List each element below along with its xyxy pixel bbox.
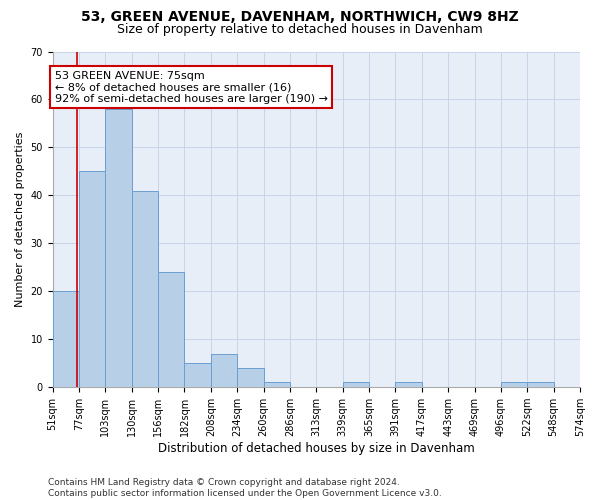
Bar (211, 354, 237, 387)
Y-axis label: Number of detached properties: Number of detached properties (15, 132, 25, 307)
Bar (527, 382, 554, 387)
Bar (237, 368, 263, 387)
Bar (132, 190, 158, 387)
Text: 53 GREEN AVENUE: 75sqm
← 8% of detached houses are smaller (16)
92% of semi-deta: 53 GREEN AVENUE: 75sqm ← 8% of detached … (55, 70, 328, 104)
Bar (106, 109, 132, 387)
Bar (501, 382, 527, 387)
Text: Size of property relative to detached houses in Davenham: Size of property relative to detached ho… (117, 22, 483, 36)
Bar (158, 272, 184, 387)
Bar (395, 382, 422, 387)
Text: Contains HM Land Registry data © Crown copyright and database right 2024.
Contai: Contains HM Land Registry data © Crown c… (48, 478, 442, 498)
X-axis label: Distribution of detached houses by size in Davenham: Distribution of detached houses by size … (158, 442, 475, 455)
Bar (343, 382, 369, 387)
Bar (263, 382, 290, 387)
Bar (53, 292, 79, 387)
Text: 53, GREEN AVENUE, DAVENHAM, NORTHWICH, CW9 8HZ: 53, GREEN AVENUE, DAVENHAM, NORTHWICH, C… (81, 10, 519, 24)
Bar (79, 172, 106, 387)
Bar (184, 363, 211, 387)
